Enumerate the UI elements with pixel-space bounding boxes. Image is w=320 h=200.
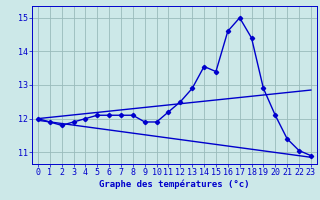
X-axis label: Graphe des températures (°c): Graphe des températures (°c) — [99, 180, 250, 189]
